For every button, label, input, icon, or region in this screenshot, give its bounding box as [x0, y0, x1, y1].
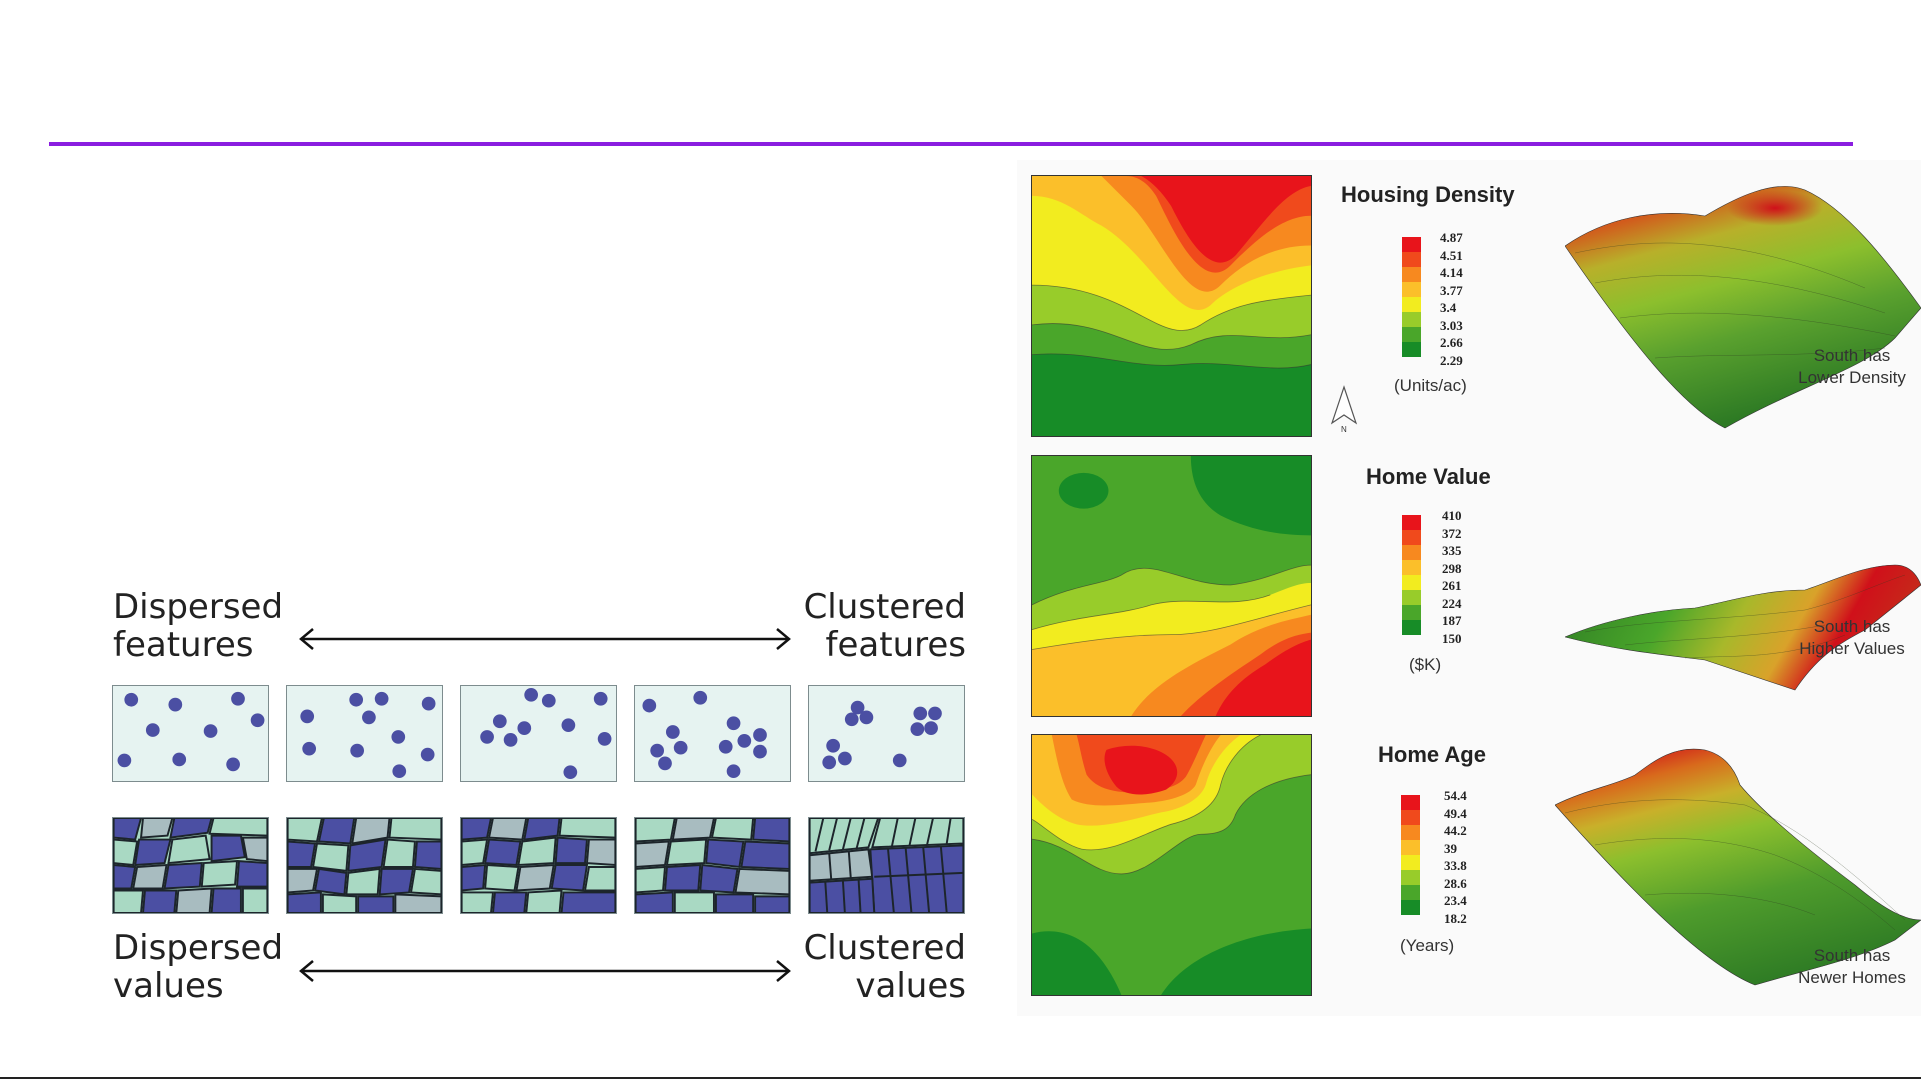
label-clustered-values: Clustered values	[803, 928, 966, 1006]
legend-value: 4.51	[1440, 247, 1463, 263]
label-dispersed-values: Dispersed values	[113, 928, 284, 1006]
legend-swatch	[1402, 327, 1421, 342]
value-pattern-tile-5	[808, 817, 965, 914]
home-age-3d-surface	[1555, 748, 1921, 986]
note-housing-density: South has Lower Density	[1798, 346, 1906, 387]
legend-value: 298	[1442, 560, 1462, 576]
legend-value: 18.2	[1444, 910, 1467, 926]
legend-swatch	[1402, 267, 1421, 282]
legend-values-home-value: 410 372 335 298 261 224 187 150	[1442, 507, 1462, 647]
legend-swatch	[1402, 560, 1421, 575]
point-pattern-tile-4	[634, 685, 791, 782]
double-arrow-top	[299, 628, 791, 650]
legend-value: 3.4	[1440, 300, 1457, 315]
legend-value: 335	[1442, 543, 1462, 558]
title-underline	[49, 142, 1853, 146]
legend-value: 3.03	[1440, 317, 1463, 333]
legend-value: 4.14	[1440, 265, 1463, 280]
legend-swatch	[1401, 840, 1420, 855]
legend-value: 33.8	[1444, 858, 1467, 873]
legend-unit-home-age: (Years)	[1400, 936, 1455, 955]
legend-swatch	[1402, 515, 1421, 530]
legend-value: 54.4	[1444, 788, 1467, 803]
legend-unit-housing-density: (Units/ac)	[1394, 376, 1467, 395]
legend-scale-home-value	[1402, 515, 1421, 635]
label-clustered-features: Clustered features	[803, 587, 966, 665]
value-pattern-tile-1	[112, 817, 269, 914]
legend-value: 2.66	[1440, 335, 1463, 350]
legend-swatch	[1402, 342, 1421, 357]
value-pattern-tile-4	[634, 817, 791, 914]
legend-value: 44.2	[1444, 823, 1467, 838]
legend-value: 187	[1442, 613, 1462, 628]
map-title-home-value: Home Value	[1366, 464, 1491, 489]
legend-swatch	[1402, 545, 1421, 560]
legend-value: 150	[1442, 630, 1462, 646]
legend-value: 261	[1442, 578, 1462, 593]
legend-swatch	[1402, 252, 1421, 267]
value-pattern-tile-3	[460, 817, 617, 914]
map-title-housing-density: Housing Density	[1341, 182, 1515, 207]
legend-swatch	[1401, 900, 1420, 915]
legend-value: 39	[1444, 840, 1457, 856]
north-label: N	[1341, 425, 1347, 433]
legend-value: 49.4	[1444, 805, 1467, 821]
legend-swatch	[1402, 590, 1421, 605]
legend-swatch	[1401, 825, 1420, 840]
legend-unit-home-value: ($K)	[1409, 655, 1442, 674]
value-pattern-tile-2	[286, 817, 443, 914]
legend-value: 2.29	[1440, 352, 1463, 368]
double-arrow-bottom	[299, 960, 791, 982]
housing-density-contour-map	[1031, 175, 1312, 437]
legend-scale-housing-density	[1402, 237, 1421, 357]
legend-swatch	[1402, 312, 1421, 327]
legend-swatch	[1401, 810, 1420, 825]
point-pattern-tile-3	[460, 685, 617, 782]
legend-value: 4.87	[1440, 230, 1463, 245]
legend-swatch	[1402, 575, 1421, 590]
legend-swatch	[1402, 282, 1421, 297]
bottom-border	[0, 1077, 1921, 1079]
legend-swatch	[1402, 237, 1421, 252]
legend-swatch	[1402, 297, 1421, 312]
home-value-contour-map	[1031, 455, 1312, 717]
point-pattern-tile-2	[286, 685, 443, 782]
note-home-age: South has Newer Homes	[1798, 946, 1906, 987]
legend-values-home-age: 54.4 49.4 44.2 39 33.8 28.6 23.4 18.2	[1444, 787, 1467, 927]
legend-swatch	[1401, 795, 1420, 810]
home-value-3d-surface	[1565, 564, 1921, 691]
hot-spot-maps-figure: Housing Density 4.87 4.51 4.14 3.77 3.4 …	[1017, 160, 1921, 1016]
legend-value: 3.77	[1440, 282, 1463, 298]
north-arrow-icon: N	[1330, 385, 1358, 433]
legend-value: 410	[1442, 508, 1462, 523]
legend-value: 224	[1442, 595, 1462, 611]
label-dispersed-features: Dispersed features	[113, 587, 284, 665]
legend-swatch	[1402, 530, 1421, 545]
point-pattern-tile-1	[112, 685, 269, 782]
legend-swatch	[1402, 605, 1421, 620]
point-pattern-tile-5	[808, 685, 965, 782]
legend-swatch	[1401, 885, 1420, 900]
home-age-contour-map	[1031, 734, 1312, 996]
legend-values-housing-density: 4.87 4.51 4.14 3.77 3.4 3.03 2.66 2.29	[1440, 229, 1463, 369]
legend-value: 372	[1442, 525, 1462, 541]
legend-swatch	[1402, 620, 1421, 635]
legend-value: 28.6	[1444, 875, 1467, 891]
housing-density-3d-surface	[1565, 186, 1921, 429]
legend-swatch	[1401, 870, 1420, 885]
map-title-home-age: Home Age	[1378, 742, 1486, 767]
note-home-value: South has Higher Values	[1799, 617, 1905, 658]
legend-scale-home-age	[1401, 795, 1420, 915]
legend-value: 23.4	[1444, 893, 1467, 908]
legend-swatch	[1401, 855, 1420, 870]
